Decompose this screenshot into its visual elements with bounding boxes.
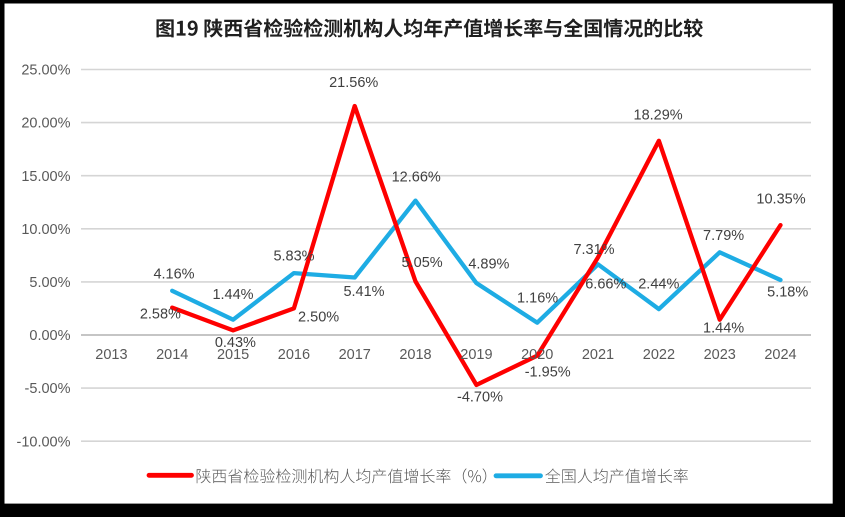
- svg-text:20.00%: 20.00%: [21, 116, 70, 132]
- svg-text:2020: 2020: [521, 347, 553, 363]
- svg-text:2013: 2013: [95, 347, 127, 363]
- svg-text:2022: 2022: [643, 347, 675, 363]
- svg-text:2023: 2023: [704, 347, 736, 363]
- svg-text:25.00%: 25.00%: [21, 63, 70, 79]
- svg-text:0.00%: 0.00%: [29, 328, 70, 344]
- svg-text:21.56%: 21.56%: [329, 75, 378, 91]
- svg-text:-10.00%: -10.00%: [16, 434, 70, 450]
- svg-text:5.18%: 5.18%: [767, 284, 808, 300]
- svg-text:1.44%: 1.44%: [703, 321, 744, 337]
- svg-text:-1.95%: -1.95%: [525, 365, 571, 381]
- svg-text:5.83%: 5.83%: [273, 248, 314, 264]
- svg-text:2016: 2016: [278, 347, 310, 363]
- svg-text:2.58%: 2.58%: [140, 306, 181, 322]
- svg-text:2017: 2017: [339, 347, 371, 363]
- svg-text:2021: 2021: [582, 347, 614, 363]
- svg-text:7.31%: 7.31%: [573, 242, 614, 258]
- svg-text:-5.00%: -5.00%: [25, 381, 71, 397]
- svg-text:15.00%: 15.00%: [21, 169, 70, 185]
- svg-text:2019: 2019: [460, 347, 492, 363]
- svg-text:2018: 2018: [399, 347, 431, 363]
- svg-text:4.16%: 4.16%: [153, 267, 194, 283]
- svg-text:4.89%: 4.89%: [468, 256, 509, 272]
- svg-text:1.44%: 1.44%: [212, 287, 253, 303]
- svg-text:12.66%: 12.66%: [392, 170, 441, 186]
- svg-text:10.35%: 10.35%: [756, 191, 805, 207]
- svg-text:2014: 2014: [156, 347, 188, 363]
- svg-text:7.79%: 7.79%: [703, 228, 744, 244]
- svg-text:2.44%: 2.44%: [638, 277, 679, 293]
- svg-text:6.66%: 6.66%: [585, 277, 626, 293]
- svg-text:5.05%: 5.05%: [402, 255, 443, 271]
- svg-text:5.00%: 5.00%: [29, 275, 70, 291]
- svg-text:1.16%: 1.16%: [517, 291, 558, 307]
- svg-text:2024: 2024: [764, 347, 796, 363]
- svg-text:0.43%: 0.43%: [215, 335, 256, 351]
- svg-text:5.41%: 5.41%: [343, 284, 384, 300]
- svg-text:2.50%: 2.50%: [298, 310, 339, 326]
- svg-text:18.29%: 18.29%: [634, 107, 683, 123]
- svg-text:10.00%: 10.00%: [21, 222, 70, 238]
- svg-text:-4.70%: -4.70%: [457, 389, 503, 405]
- svg-text:2015: 2015: [217, 347, 249, 363]
